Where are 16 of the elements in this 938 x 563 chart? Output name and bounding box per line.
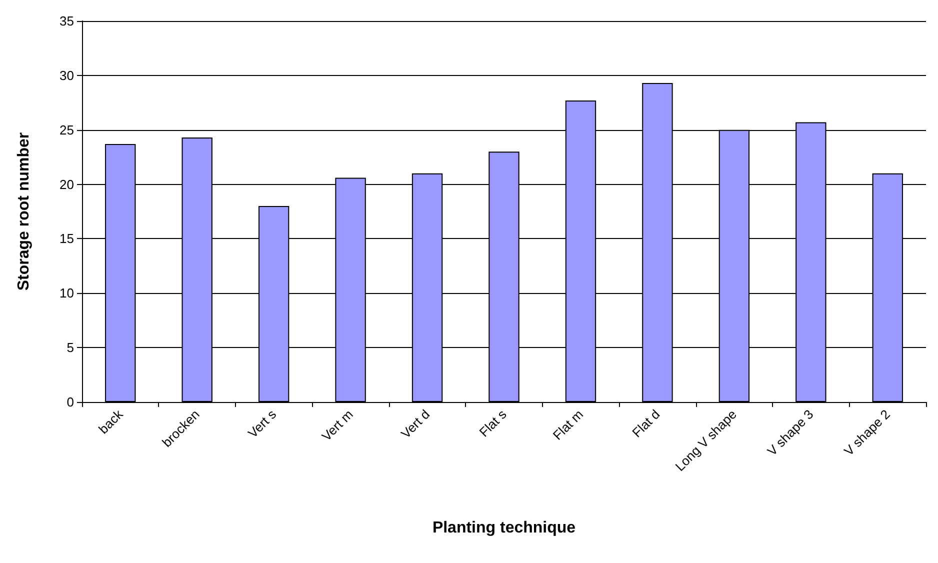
y-tick-label: 25 — [60, 122, 74, 138]
y-axis-title: Storage root number — [16, 132, 32, 291]
y-tick-label: 35 — [60, 14, 74, 28]
x-tick-label: Flat s — [476, 406, 510, 440]
x-tick-label: Flat d — [629, 406, 663, 440]
x-tick-label: Vert m — [318, 406, 356, 444]
y-tick-label: 10 — [60, 286, 74, 301]
x-tick-label: Vert d — [398, 406, 433, 442]
y-tick-label: 0 — [66, 394, 74, 410]
y-tick-label: 30 — [60, 68, 74, 83]
x-tick-label: Flat m — [550, 406, 586, 443]
y-tick-label: 5 — [66, 340, 74, 356]
y-tick-label: 15 — [60, 231, 74, 246]
x-axis-title: Planting technique — [432, 520, 576, 536]
y-tick-label: 20 — [60, 176, 74, 192]
x-tick-label: Vert s — [245, 406, 280, 441]
